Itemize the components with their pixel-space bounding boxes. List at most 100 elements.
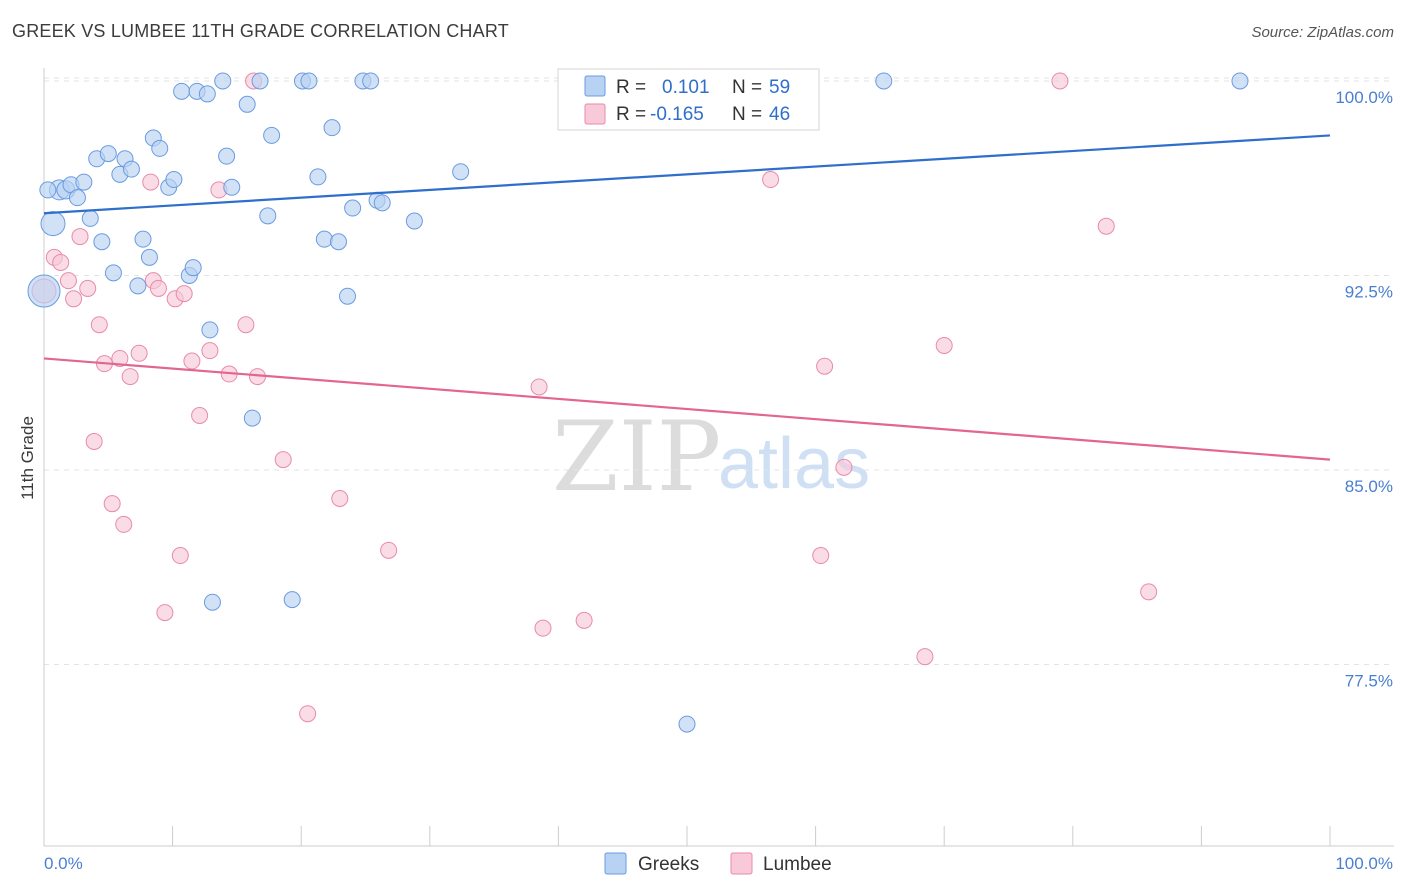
lumbee-point [835, 458, 853, 476]
greek-point [218, 147, 236, 165]
greek-point [214, 72, 232, 90]
stats-legend: R = 0.101 N = 59 R = -0.165 N = 46 [557, 68, 820, 131]
legend-swatch-greek [584, 75, 606, 97]
greek-point [134, 230, 152, 248]
greek-point [373, 194, 391, 212]
legend-greek-n-label: N = [732, 77, 762, 98]
lumbee-point [1140, 583, 1158, 601]
watermark-zip: ZIP [552, 401, 721, 513]
legend-lumbee-n-value: 46 [769, 104, 790, 125]
lumbee-point [65, 290, 83, 308]
lumbee-point [935, 336, 953, 354]
y-tick-label: 92.5% [1345, 282, 1393, 301]
lumbee-point [175, 285, 193, 303]
lumbee-point [90, 316, 108, 334]
lumbee-point [52, 254, 70, 271]
legend-lumbee-r-label: R = [616, 104, 646, 125]
greek-point [40, 211, 66, 237]
greek-point [1231, 72, 1249, 90]
lumbee-point [111, 349, 129, 367]
greek-point [93, 233, 111, 251]
bottom-swatch-greek [604, 852, 627, 875]
lumbee-point [142, 173, 160, 191]
greek-point [323, 119, 341, 137]
lumbee-point [191, 407, 209, 425]
greek-point [140, 248, 158, 266]
greek-point [203, 593, 221, 611]
greek-point [223, 178, 241, 196]
lumbee-point [575, 611, 593, 629]
lumbee-point [71, 228, 89, 246]
greek-point [338, 287, 356, 305]
lumbee-point [812, 547, 830, 565]
legend-greek-n-value: 59 [769, 77, 790, 98]
greek-point [39, 181, 57, 199]
greek-point [238, 95, 256, 113]
greek-point [75, 173, 93, 191]
grid-layer [44, 77, 1394, 665]
x-tick-label-max: 100.0% [1335, 854, 1393, 873]
greek-point [198, 85, 216, 103]
lumbee-point [816, 357, 834, 375]
lumbee-point [237, 316, 255, 334]
axis-layer [43, 68, 1394, 847]
greek-point [315, 230, 333, 248]
lumbee-point [201, 342, 219, 360]
bottom-legend-greek: Greeks [638, 854, 699, 875]
greek-point [875, 72, 893, 90]
y-tick-label: 85.0% [1345, 477, 1393, 496]
lumbee-point [1097, 217, 1115, 235]
source-credit: Source: ZipAtlas.com [1251, 24, 1394, 41]
bottom-swatch-lumbee [730, 852, 753, 875]
greek-point [309, 168, 327, 186]
lumbee-point [79, 279, 97, 297]
lumbee-point [156, 604, 174, 622]
legend-greek-r-label: R = [616, 77, 646, 98]
legend-lumbee-r-value: -0.165 [650, 104, 704, 125]
greek-point [151, 139, 169, 157]
lumbee-point [299, 705, 317, 723]
y-tick-labels: 77.5% 85.0% 92.5% 100.0% [1335, 88, 1393, 691]
chart-title: GREEK VS LUMBEE 11TH GRADE CORRELATION C… [12, 21, 509, 41]
lumbee-point [530, 378, 548, 396]
lumbee-point [85, 432, 103, 450]
greek-trend-line [43, 134, 1331, 215]
greek-point [300, 72, 318, 90]
lumbee-point [59, 272, 77, 290]
lumbee-point [171, 547, 189, 565]
greek-point [263, 126, 281, 144]
lumbee-point [274, 451, 292, 469]
legend-lumbee-n-label: N = [732, 104, 762, 125]
greek-point [362, 72, 380, 90]
greek-point [251, 72, 269, 90]
lumbee-point [380, 541, 398, 559]
lumbee-point [183, 352, 201, 370]
lumbee-point [103, 495, 121, 513]
greek-point [405, 212, 423, 230]
lumbee-point [149, 279, 167, 297]
greek-point [201, 321, 219, 339]
greek-point [173, 82, 191, 100]
y-tick-label: 100.0% [1335, 88, 1393, 107]
greek-point [27, 274, 61, 308]
greek-point [243, 409, 261, 427]
lumbee-point [762, 171, 780, 189]
lumbee-trend-line [43, 357, 1331, 461]
greek-point [283, 591, 301, 609]
series-legend: Greeks Lumbee [604, 852, 832, 875]
greek-point [329, 233, 347, 251]
greek-point [104, 264, 122, 282]
greek-point [678, 715, 696, 733]
legend-greek-r-value: 0.101 [662, 77, 710, 98]
lumbee-point [130, 344, 148, 362]
lumbee-series [31, 72, 1158, 723]
greek-point [452, 163, 470, 181]
trend-lines [43, 134, 1331, 461]
greek-point [259, 207, 277, 225]
greek-point [165, 171, 183, 189]
legend-swatch-lumbee [584, 103, 606, 125]
lumbee-point [121, 368, 139, 386]
y-axis-label: 11th Grade [18, 416, 37, 500]
lumbee-point [916, 648, 934, 666]
